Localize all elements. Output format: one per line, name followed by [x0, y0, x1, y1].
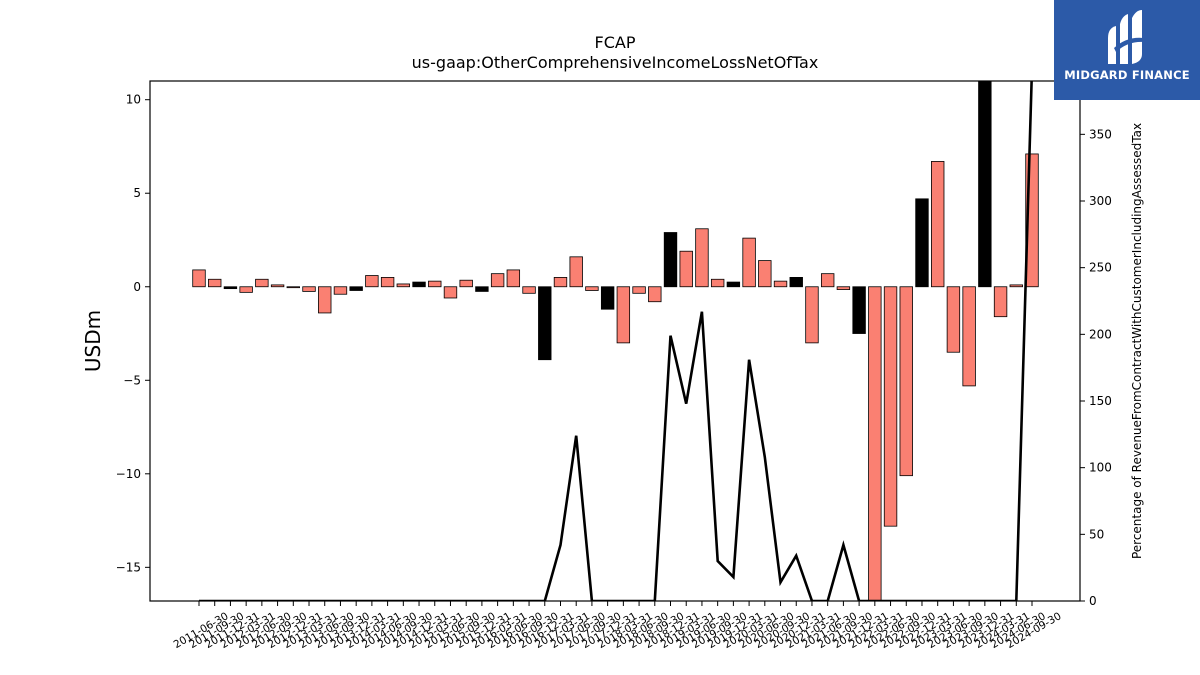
bar: [538, 286, 552, 361]
bar: [459, 279, 473, 288]
bar: [789, 277, 803, 288]
bar: [679, 250, 693, 288]
bar: [475, 286, 489, 292]
bar: [522, 286, 536, 294]
bar: [616, 286, 631, 344]
bar: [852, 286, 866, 334]
bar: [412, 281, 426, 288]
bar: [648, 286, 662, 303]
bar: [742, 237, 756, 288]
chart-title: FCAP: [595, 33, 636, 52]
midgard-logo-icon: [1108, 10, 1144, 64]
y2-tick-label: 100: [1089, 461, 1112, 475]
bar: [302, 286, 316, 292]
bar: [836, 286, 851, 290]
y2-tick-label: 50: [1089, 527, 1104, 541]
y2-axis-label: Percentage of RevenueFromContractWithCus…: [1130, 123, 1144, 559]
bar: [695, 228, 709, 288]
bar: [255, 278, 269, 288]
bar: [318, 286, 332, 314]
y-tick-label: 5: [133, 186, 141, 200]
bar: [428, 280, 442, 288]
bar: [349, 286, 363, 291]
y-tick-label: −5: [123, 373, 141, 387]
bar: [490, 273, 505, 288]
bar: [883, 286, 898, 527]
bar: [946, 286, 961, 353]
y-tick-label: 10: [126, 93, 141, 107]
axes: 1050−5−10−150501001502002503003502011-06…: [116, 80, 1112, 651]
bar: [270, 284, 285, 288]
y-tick-label: −15: [116, 560, 141, 574]
bar: [899, 286, 913, 477]
bar: [663, 232, 678, 288]
brand-name: MIDGARD FINANCE: [1064, 68, 1190, 82]
bar-series: [192, 81, 1039, 601]
bar: [396, 283, 411, 288]
bar: [585, 286, 599, 291]
plot-frame: [149, 80, 1081, 602]
bar: [915, 198, 929, 288]
bar: [600, 286, 615, 310]
chart-subtitle: us-gaap:OtherComprehensiveIncomeLossNetO…: [412, 53, 819, 72]
y2-tick-label: 150: [1089, 394, 1112, 408]
bar: [208, 278, 222, 288]
bar: [239, 286, 253, 293]
bar: [993, 286, 1008, 318]
bar: [931, 161, 945, 288]
bar: [632, 286, 646, 294]
bar: [820, 273, 835, 288]
bar: [553, 277, 568, 288]
y2-tick-label: 0: [1089, 594, 1097, 608]
bar: [962, 286, 976, 387]
bar: [365, 275, 379, 288]
bar: [333, 286, 348, 295]
bar: [506, 269, 521, 288]
bar: [868, 286, 882, 601]
bar: [805, 286, 819, 344]
bar: [758, 260, 772, 288]
brand-logo: MIDGARD FINANCE: [1054, 0, 1200, 100]
bar: [1009, 284, 1023, 288]
bar: [380, 277, 395, 288]
bar: [726, 281, 741, 288]
y2-tick-label: 250: [1089, 261, 1112, 275]
y2-tick-label: 200: [1089, 327, 1112, 341]
y2-tick-label: 350: [1089, 127, 1112, 141]
bar: [569, 256, 583, 288]
bar: [192, 269, 206, 288]
bar: [773, 280, 788, 288]
bar: [710, 278, 725, 288]
bar: [286, 286, 300, 289]
bar: [978, 81, 992, 288]
y-axis-label: USDm: [81, 310, 105, 372]
y2-tick-label: 300: [1089, 194, 1112, 208]
y-tick-label: 0: [133, 280, 141, 294]
bar: [223, 286, 238, 290]
y-tick-label: −10: [116, 467, 141, 481]
bar: [443, 286, 458, 299]
